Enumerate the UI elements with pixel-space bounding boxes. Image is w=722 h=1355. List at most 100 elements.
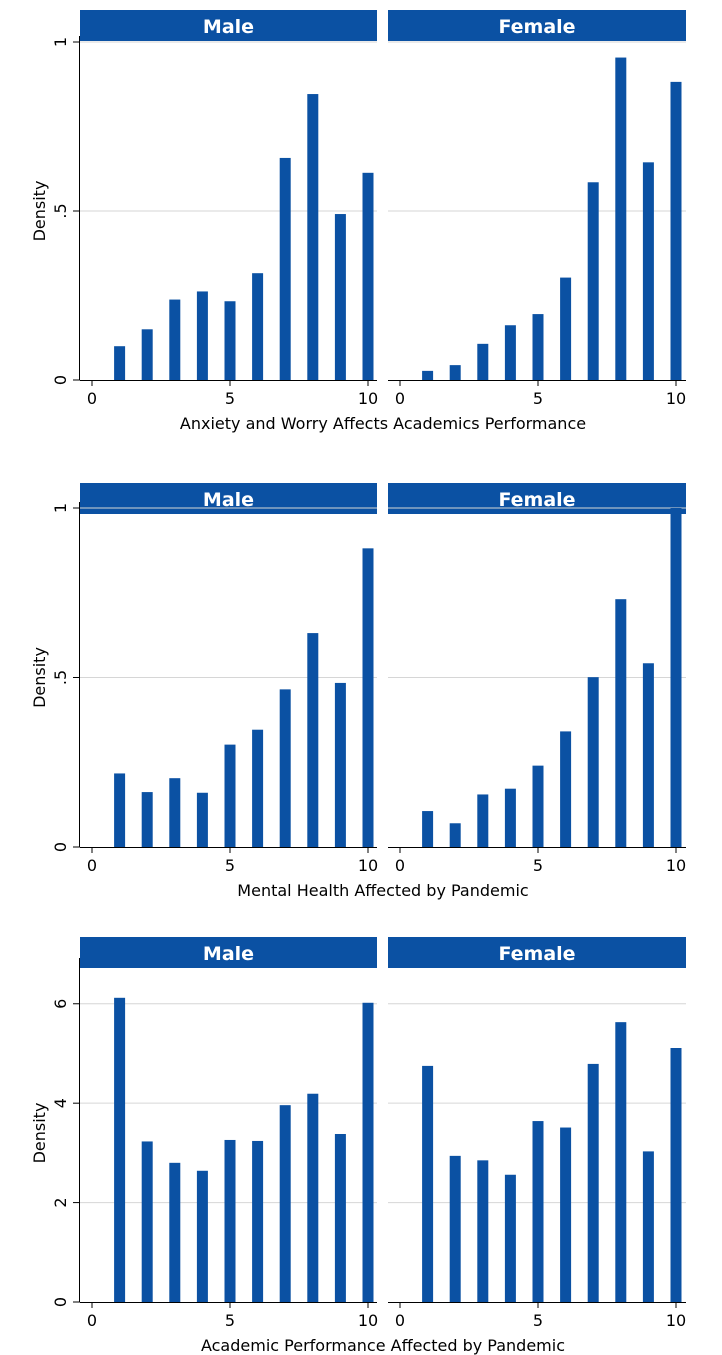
x-tick-label: 0 — [87, 1311, 97, 1330]
bar-female-2 — [449, 823, 461, 847]
x-axis-title: Anxiety and Worry Affects Academics Perf… — [180, 414, 586, 433]
bar-female-4 — [504, 1174, 516, 1302]
bar-female-3 — [477, 1160, 489, 1302]
bar-female-9 — [642, 162, 654, 380]
bar-male-6 — [252, 1140, 264, 1302]
chart-row-2: Male 0 5 10 0 .5 1 Female 0 5 10 Density Mental Heal… — [30, 483, 686, 900]
y-tick-label: 4 — [51, 1098, 70, 1108]
bar-male-10 — [362, 1002, 374, 1302]
bar-male-5 — [224, 744, 236, 847]
bar-male-9 — [334, 682, 346, 847]
panel-title: Male — [203, 16, 254, 38]
bar-male-5 — [224, 301, 236, 380]
bar-male-8 — [307, 94, 319, 380]
bar-male-2 — [141, 329, 153, 380]
bar-male-4 — [196, 291, 208, 380]
x-axis-title: Mental Health Affected by Pandemic — [237, 881, 528, 900]
chart-row-1: Male 0 5 10 0 .5 1 Female 0 5 10 Density Anxiety and… — [30, 10, 686, 433]
panel-2-female: Female 0 5 10 — [388, 483, 686, 875]
y-tick-label: 0 — [51, 375, 70, 385]
panel-header — [80, 483, 377, 514]
y-tick-label: 0 — [51, 842, 70, 852]
x-axis-title: Academic Performance Affected by Pandemi… — [201, 1336, 565, 1355]
bar-male-9 — [334, 1133, 346, 1302]
bar-female-10 — [670, 1048, 682, 1302]
bar-male-10 — [362, 548, 374, 847]
panel-3-female: Female 0 5 10 — [388, 937, 686, 1330]
x-tick-label: 10 — [358, 389, 378, 408]
y-tick-label: 1 — [51, 37, 70, 47]
x-tick-label: 5 — [533, 389, 543, 408]
x-tick-label: 5 — [533, 1311, 543, 1330]
y-tick-label: 2 — [51, 1197, 70, 1207]
y-tick-label: .5 — [51, 203, 70, 218]
bar-female-10 — [670, 81, 682, 380]
x-tick-label: 0 — [87, 856, 97, 875]
bar-male-3 — [169, 778, 181, 847]
panel-title: Male — [203, 943, 254, 965]
bar-female-3 — [477, 343, 489, 380]
panel-1-female: Female 0 5 10 — [388, 10, 686, 408]
bar-male-2 — [141, 1141, 153, 1302]
x-tick-label: 5 — [225, 389, 235, 408]
bar-female-4 — [504, 325, 516, 380]
bar-female-8 — [615, 599, 627, 847]
bar-female-6 — [560, 1127, 572, 1302]
y-axis-title: Density — [30, 181, 49, 242]
bar-male-7 — [279, 1105, 291, 1302]
bar-female-8 — [615, 1022, 627, 1302]
bar-male-4 — [196, 1170, 208, 1302]
bar-male-7 — [279, 689, 291, 847]
bar-male-9 — [334, 214, 346, 380]
x-tick-label: 5 — [225, 1311, 235, 1330]
panel-1-male: Male 0 5 10 0 .5 1 — [51, 10, 378, 408]
bar-male-10 — [362, 172, 374, 380]
bar-female-3 — [477, 794, 489, 847]
panel-header — [80, 10, 377, 41]
x-tick-label: 10 — [666, 856, 686, 875]
bar-male-1 — [114, 346, 126, 380]
bar-male-3 — [169, 299, 181, 380]
y-tick-label: 0 — [51, 1297, 70, 1307]
panel-header — [388, 483, 686, 514]
x-tick-label: 10 — [358, 1311, 378, 1330]
panel-header — [80, 937, 377, 968]
bar-male-5 — [224, 1139, 236, 1302]
bar-female-9 — [642, 1151, 654, 1302]
x-tick-label: 0 — [395, 389, 405, 408]
x-tick-label: 5 — [225, 856, 235, 875]
bar-male-7 — [279, 157, 291, 380]
bar-female-9 — [642, 663, 654, 847]
panel-title: Female — [498, 16, 575, 38]
bar-male-1 — [114, 773, 126, 847]
bar-female-7 — [587, 182, 599, 380]
x-tick-label: 5 — [533, 856, 543, 875]
y-tick-label: .5 — [51, 670, 70, 685]
y-tick-label: 6 — [51, 999, 70, 1009]
bar-female-8 — [615, 57, 627, 380]
x-tick-label: 0 — [395, 1311, 405, 1330]
bar-female-5 — [532, 1121, 544, 1302]
bar-male-1 — [114, 997, 126, 1302]
panel-title: Female — [498, 489, 575, 511]
bar-male-8 — [307, 1093, 319, 1302]
panel-header — [388, 937, 686, 968]
bar-female-6 — [560, 277, 572, 380]
x-tick-label: 0 — [87, 389, 97, 408]
x-tick-label: 10 — [666, 1311, 686, 1330]
bar-female-6 — [560, 731, 572, 847]
bar-female-10 — [670, 508, 682, 847]
y-tick-label: 1 — [51, 503, 70, 513]
bar-female-1 — [422, 370, 434, 380]
bar-female-2 — [449, 1155, 461, 1302]
bar-female-7 — [587, 1063, 599, 1302]
bar-female-7 — [587, 677, 599, 847]
panel-2-male: Male 0 5 10 0 .5 1 — [51, 483, 378, 875]
bar-male-6 — [252, 273, 264, 380]
bar-male-4 — [196, 792, 208, 847]
panel-title: Female — [498, 943, 575, 965]
x-tick-label: 10 — [358, 856, 378, 875]
panel-title: Male — [203, 489, 254, 511]
